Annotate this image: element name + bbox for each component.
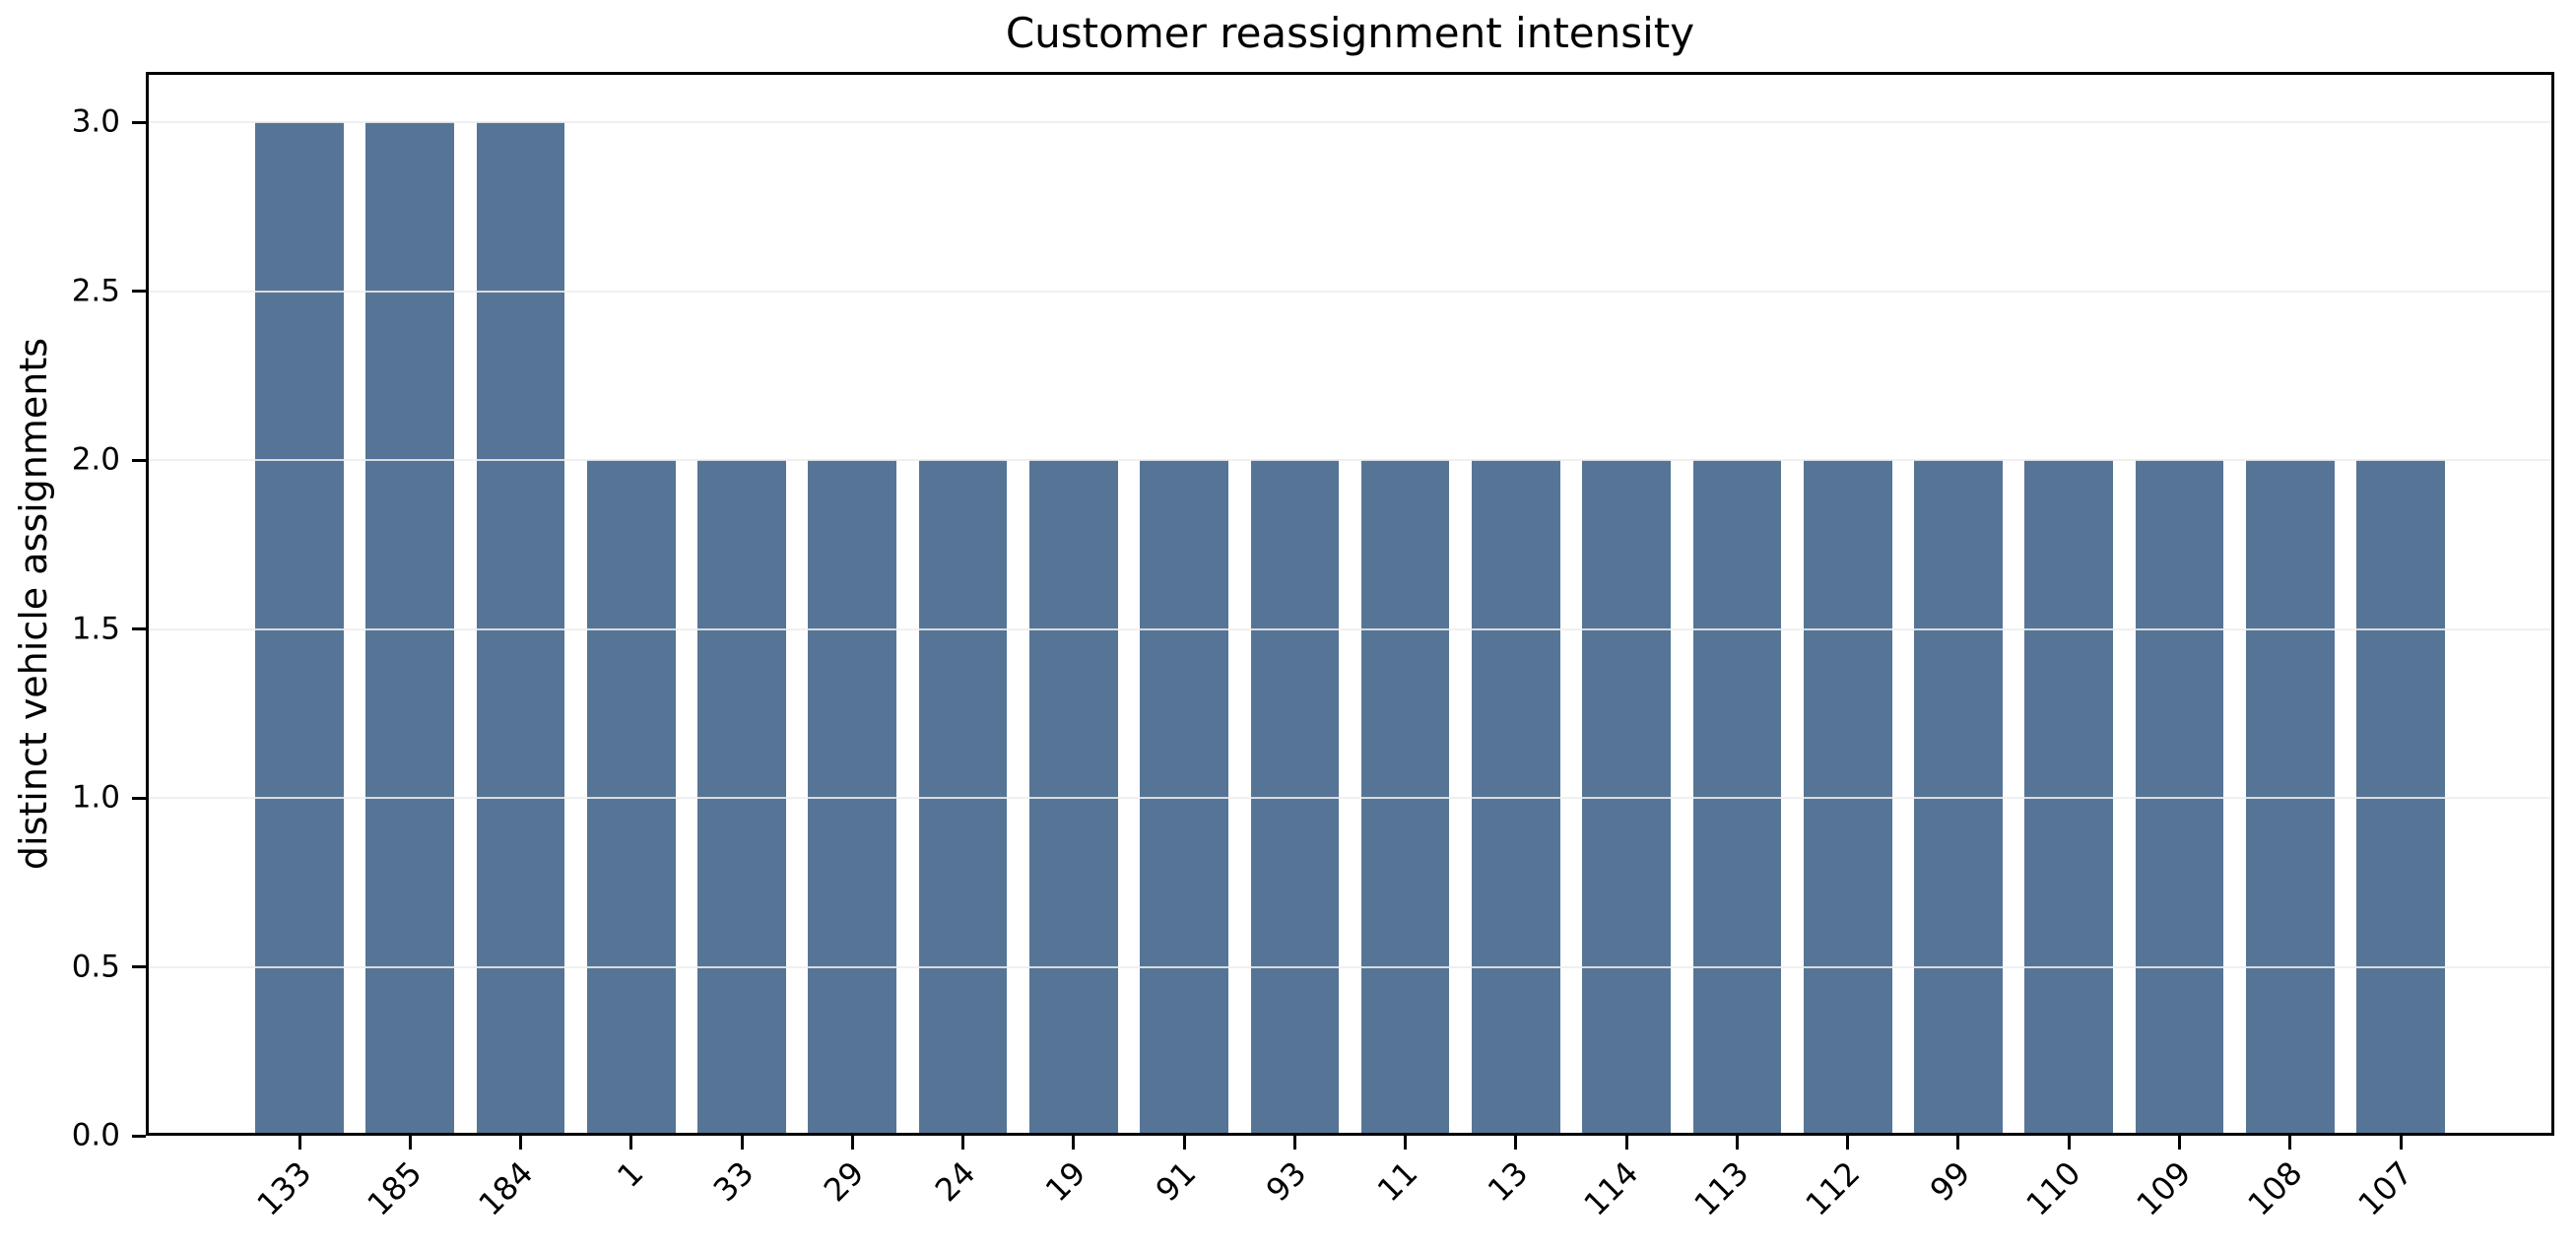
x-tick-label: 107 bbox=[2350, 1153, 2420, 1223]
x-tick-label: 112 bbox=[1798, 1153, 1868, 1223]
x-tick-label: 108 bbox=[2240, 1153, 2310, 1223]
gridline bbox=[146, 627, 2554, 630]
gridline bbox=[146, 965, 2554, 968]
x-tick-mark bbox=[629, 1136, 633, 1150]
y-tick-label: 0.5 bbox=[71, 949, 120, 985]
y-axis-label: distinct vehicle assignments bbox=[12, 337, 55, 871]
plot-area bbox=[146, 72, 2554, 1136]
y-tick-label: 1.0 bbox=[71, 779, 120, 816]
gridline bbox=[146, 459, 2554, 462]
y-tick-label: 0.0 bbox=[71, 1117, 120, 1153]
x-tick-label: 1 bbox=[609, 1153, 651, 1195]
x-tick-mark bbox=[519, 1136, 523, 1150]
gridline bbox=[146, 290, 2554, 293]
x-tick-mark bbox=[2399, 1136, 2403, 1150]
x-tick-mark bbox=[1404, 1136, 1408, 1150]
x-tick-mark bbox=[961, 1136, 965, 1150]
x-tick-mark bbox=[2177, 1136, 2181, 1150]
x-tick-mark bbox=[297, 1136, 301, 1150]
y-tick-mark bbox=[132, 796, 146, 800]
y-tick-mark bbox=[132, 627, 146, 631]
x-tick-label: 113 bbox=[1686, 1153, 1756, 1223]
x-tick-label: 33 bbox=[705, 1153, 761, 1210]
x-tick-mark bbox=[1182, 1136, 1186, 1150]
x-tick-mark bbox=[1072, 1136, 1076, 1150]
y-tick-label: 2.5 bbox=[71, 273, 120, 309]
x-tick-label: 13 bbox=[1480, 1153, 1536, 1210]
y-tick-mark bbox=[132, 965, 146, 969]
x-tick-label: 24 bbox=[927, 1153, 983, 1210]
gridline bbox=[146, 121, 2554, 124]
x-tick-mark bbox=[408, 1136, 412, 1150]
x-tick-mark bbox=[1624, 1136, 1628, 1150]
x-tick-label: 93 bbox=[1259, 1153, 1314, 1210]
x-tick-label: 91 bbox=[1148, 1153, 1204, 1210]
x-tick-label: 29 bbox=[817, 1153, 872, 1210]
y-tick-mark bbox=[132, 290, 146, 294]
chart-title: Customer reassignment intensity bbox=[1005, 9, 1695, 57]
x-tick-label: 11 bbox=[1369, 1153, 1425, 1210]
x-tick-label: 185 bbox=[360, 1153, 429, 1223]
x-tick-mark bbox=[850, 1136, 854, 1150]
x-tick-label: 19 bbox=[1037, 1153, 1093, 1210]
y-tick-mark bbox=[132, 458, 146, 462]
x-tick-label: 133 bbox=[249, 1153, 319, 1223]
y-tick-label: 1.5 bbox=[71, 611, 120, 647]
x-tick-mark bbox=[740, 1136, 744, 1150]
x-tick-mark bbox=[1292, 1136, 1296, 1150]
gridline bbox=[146, 797, 2554, 800]
x-tick-mark bbox=[1735, 1136, 1739, 1150]
y-tick-label: 2.0 bbox=[71, 441, 120, 478]
x-tick-label: 110 bbox=[2018, 1153, 2088, 1223]
x-tick-label: 109 bbox=[2129, 1153, 2199, 1223]
y-tick-mark bbox=[132, 1134, 146, 1138]
x-tick-label: 184 bbox=[470, 1153, 541, 1223]
x-tick-mark bbox=[1956, 1136, 1960, 1150]
x-tick-mark bbox=[2288, 1136, 2292, 1150]
x-tick-label: 114 bbox=[1576, 1153, 1646, 1223]
x-tick-label: 99 bbox=[1922, 1153, 1978, 1210]
x-tick-mark bbox=[1846, 1136, 1850, 1150]
y-tick-mark bbox=[132, 120, 146, 124]
y-tick-label: 3.0 bbox=[71, 103, 120, 140]
x-tick-mark bbox=[1514, 1136, 1518, 1150]
x-tick-mark bbox=[2067, 1136, 2071, 1150]
